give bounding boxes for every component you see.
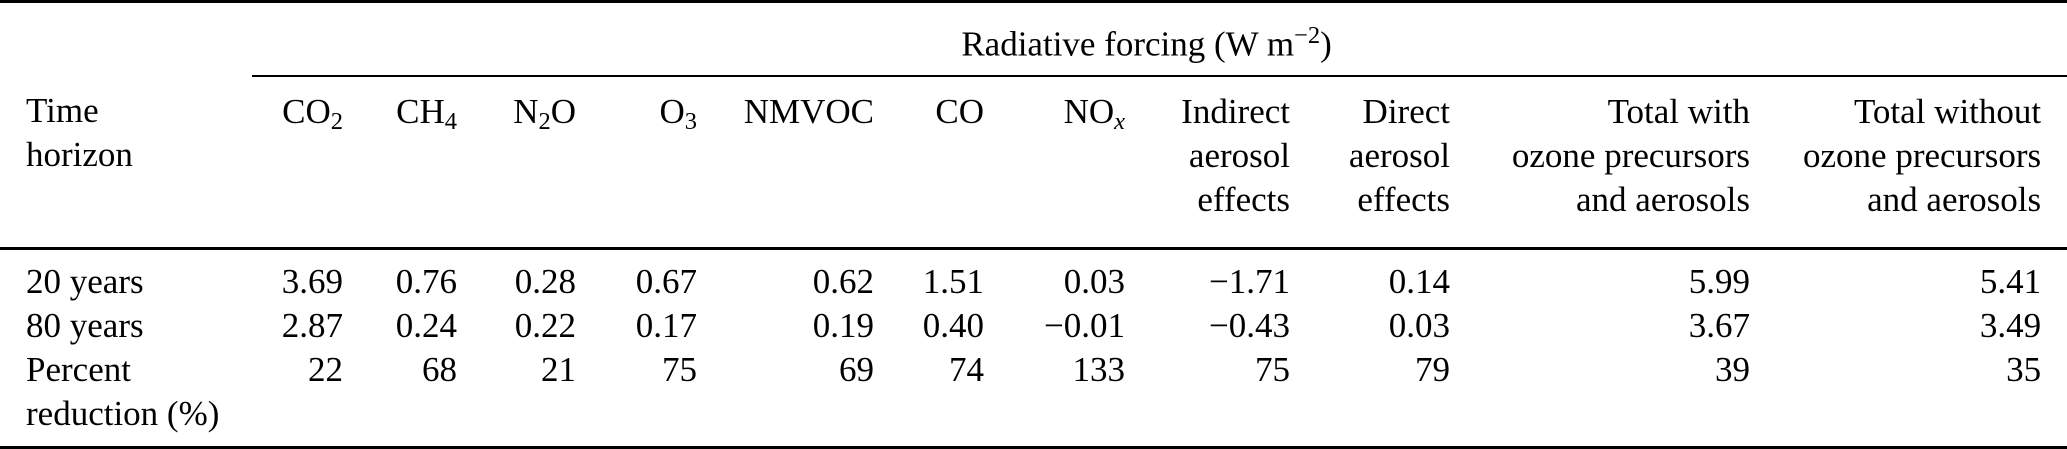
col-header-total-with-ozone-precursors: Total with ozone precursors and aerosols	[1450, 76, 1750, 250]
value-cell: 0.19	[812, 306, 874, 345]
group-header-row: Radiative forcing (W m−2)	[0, 1, 2067, 77]
col-header-nmvoc: NMVOC	[697, 76, 874, 250]
value-cell: 3.69	[281, 262, 343, 301]
col-header-ch4: CH4	[343, 76, 457, 250]
col-header-time-horizon: Time horizon	[0, 76, 252, 250]
row-label-percent-reduction: Percent reduction (%)	[26, 350, 220, 433]
value-cell: 22	[308, 350, 343, 389]
value-cell: 0.76	[395, 262, 457, 301]
value-cell: 0.67	[635, 262, 697, 301]
value-cell: 0.17	[635, 306, 697, 345]
value-cell: 2.87	[281, 306, 343, 345]
col-header-o3: O3	[576, 76, 697, 250]
col-header-nox: NOx	[984, 76, 1125, 250]
value-cell: 75	[1255, 350, 1290, 389]
value-cell: 74	[949, 350, 984, 389]
value-cell: 69	[839, 350, 874, 389]
value-cell: 0.14	[1388, 262, 1450, 301]
value-cell: 1.51	[922, 262, 984, 301]
table-row-80-years: 80 years 2.87 0.24 0.22 0.17 0.19 0.40 −…	[0, 304, 2067, 348]
value-cell: 3.49	[1979, 306, 2042, 345]
value-cell: 0.03	[1063, 262, 1125, 301]
col-header-co: CO	[874, 76, 984, 250]
value-cell: 68	[422, 350, 457, 389]
column-header-row: Time horizon CO2 CH4 N2O O3 NMVOC CO NOx …	[0, 76, 2067, 250]
value-cell: 0.22	[514, 306, 576, 345]
value-cell: 0.24	[395, 306, 457, 345]
col-header-direct-aerosol-effects: Direct aerosol effects	[1290, 76, 1450, 250]
corner-cell	[0, 2, 252, 77]
value-cell: 5.99	[1688, 262, 1750, 301]
value-cell: 5.41	[1979, 262, 2042, 301]
value-cell: −1.71	[1209, 262, 1290, 301]
value-cell: 39	[1715, 350, 1750, 389]
col-header-indirect-aerosol-effects: Indirect aerosol effects	[1125, 76, 1290, 250]
value-cell: 79	[1415, 350, 1450, 389]
value-cell: 0.40	[922, 306, 984, 345]
value-cell: −0.43	[1209, 306, 1290, 345]
table-row-20-years: 20 years 3.69 0.76 0.28 0.67 0.62 1.51 0…	[0, 249, 2067, 305]
col-header-total-without-ozone-precursors: Total without ozone precursors and aerosol…	[1750, 76, 2067, 250]
row-label-20-years: 20 years	[26, 262, 144, 301]
value-cell: 21	[541, 350, 576, 389]
value-cell: 0.62	[812, 262, 874, 301]
value-cell: 0.03	[1388, 306, 1450, 345]
value-cell: 0.28	[514, 262, 576, 301]
col-header-co2: CO2	[252, 76, 343, 250]
value-cell: 3.67	[1688, 306, 1750, 345]
col-header-n2o: N2O	[457, 76, 576, 250]
value-cell: 133	[1072, 350, 1126, 389]
row-label-80-years: 80 years	[26, 306, 144, 345]
value-cell: 75	[662, 350, 697, 389]
value-cell: −0.01	[1044, 306, 1125, 345]
group-header-radiative-forcing: Radiative forcing (W m−2)	[252, 1, 2067, 77]
value-cell: 35	[2006, 350, 2042, 389]
table-row-percent-reduction: Percent reduction (%) 22 68 21 75 69 74 1…	[0, 348, 2067, 448]
